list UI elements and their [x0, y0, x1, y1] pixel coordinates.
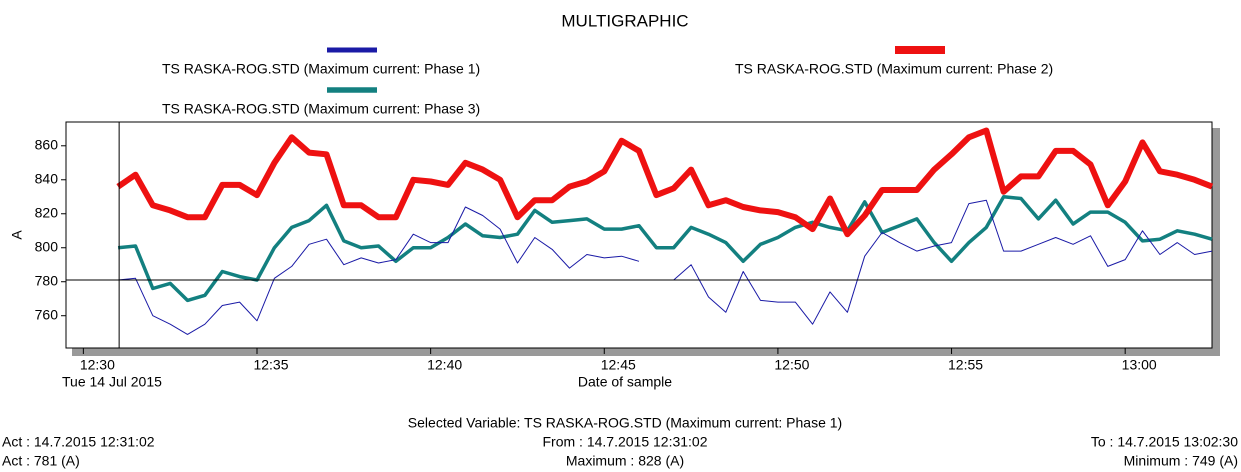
- to-time: To : 14.7.2015 13:02:30: [1091, 434, 1238, 450]
- legend-label: TS RASKA-ROG.STD (Maximum current: Phase…: [735, 61, 1053, 77]
- y-tick-label: 780: [35, 272, 59, 288]
- x-axis-label: Date of sample: [578, 374, 672, 390]
- act-time: Act : 14.7.2015 12:31:02: [2, 434, 155, 450]
- series-line: [118, 199, 1213, 335]
- x-tick-label: 12:50: [774, 357, 809, 373]
- y-tick-label: 820: [35, 204, 59, 220]
- x-tick-label: 12:40: [427, 357, 462, 373]
- plot-area: [65, 121, 1213, 349]
- y-axis-label: A: [9, 230, 25, 240]
- y-tick-label: 760: [35, 306, 59, 322]
- legend-label: TS RASKA-ROG.STD (Maximum current: Phase…: [162, 101, 480, 117]
- from-time: From : 14.7.2015 12:31:02: [543, 434, 708, 450]
- series-line: [116, 127, 1214, 238]
- act-value: Act : 781 (A): [2, 453, 80, 469]
- selected-variable: Selected Variable: TS RASKA-ROG.STD (Max…: [408, 415, 842, 431]
- plot-shadow: [72, 348, 1220, 356]
- x-tick-label: 12:30: [80, 357, 115, 373]
- x-date-label: Tue 14 Jul 2015: [62, 374, 162, 390]
- series-line: [117, 195, 1213, 303]
- chart-title: MULTIGRAPHIC: [561, 11, 688, 30]
- y-tick-label: 860: [35, 136, 59, 152]
- x-tick-label: 12:45: [601, 357, 636, 373]
- y-tick-label: 800: [35, 238, 59, 254]
- legend-label: TS RASKA-ROG.STD (Maximum current: Phase…: [162, 61, 480, 77]
- plot-shadow: [1212, 128, 1220, 356]
- legend-swatch: [327, 47, 377, 53]
- legend-swatch: [895, 46, 945, 54]
- x-tick-label: 12:35: [253, 357, 288, 373]
- maximum: Maximum : 828 (A): [566, 453, 684, 469]
- x-tick-label: 13:00: [1122, 357, 1157, 373]
- x-tick-label: 12:55: [948, 357, 983, 373]
- minimum: Minimum : 749 (A): [1124, 453, 1238, 469]
- legend-swatch: [327, 87, 377, 93]
- y-tick-label: 840: [35, 170, 59, 186]
